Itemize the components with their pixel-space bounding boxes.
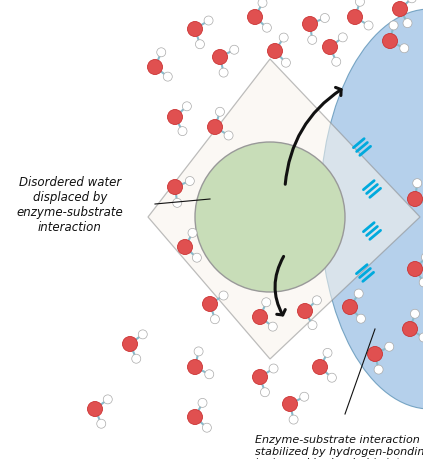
Circle shape <box>419 333 423 342</box>
Circle shape <box>348 11 363 25</box>
Circle shape <box>219 69 228 78</box>
Circle shape <box>168 110 182 125</box>
Circle shape <box>289 415 298 424</box>
Circle shape <box>215 108 225 117</box>
Circle shape <box>173 199 182 208</box>
Circle shape <box>332 58 341 67</box>
Circle shape <box>400 45 409 54</box>
Circle shape <box>267 45 283 59</box>
Circle shape <box>297 304 313 319</box>
Circle shape <box>421 253 423 262</box>
Polygon shape <box>148 60 420 359</box>
Text: Enzyme-substrate interaction
stabilized by hydrogen-bonding,
ionic, and hydropho: Enzyme-substrate interaction stabilized … <box>255 434 423 459</box>
Circle shape <box>403 322 418 337</box>
Circle shape <box>268 322 277 331</box>
Circle shape <box>368 347 382 362</box>
Circle shape <box>364 22 373 31</box>
Circle shape <box>419 278 423 287</box>
Circle shape <box>403 20 412 28</box>
Circle shape <box>138 330 147 339</box>
Circle shape <box>97 420 106 428</box>
Circle shape <box>178 127 187 136</box>
Circle shape <box>407 262 423 277</box>
Circle shape <box>320 15 330 23</box>
Circle shape <box>88 402 102 417</box>
Circle shape <box>195 41 204 50</box>
Circle shape <box>163 73 172 82</box>
Circle shape <box>187 360 203 375</box>
Circle shape <box>192 254 201 263</box>
Circle shape <box>261 388 269 397</box>
Circle shape <box>262 24 272 33</box>
Circle shape <box>355 0 365 7</box>
Circle shape <box>338 34 347 43</box>
Circle shape <box>327 373 336 382</box>
Circle shape <box>302 17 318 33</box>
Circle shape <box>407 0 416 4</box>
Circle shape <box>187 409 203 425</box>
Circle shape <box>198 398 207 408</box>
Circle shape <box>410 310 420 319</box>
Circle shape <box>279 34 288 43</box>
Circle shape <box>203 297 217 312</box>
Circle shape <box>168 180 182 195</box>
Circle shape <box>208 120 222 135</box>
Circle shape <box>308 36 317 45</box>
Circle shape <box>212 50 228 65</box>
Circle shape <box>385 342 394 352</box>
Circle shape <box>219 291 228 300</box>
Circle shape <box>313 360 327 375</box>
Circle shape <box>247 11 263 25</box>
Circle shape <box>322 40 338 56</box>
Circle shape <box>182 102 191 112</box>
Circle shape <box>357 314 365 324</box>
Circle shape <box>253 310 267 325</box>
Circle shape <box>202 423 212 432</box>
Circle shape <box>253 369 267 385</box>
Circle shape <box>148 61 162 75</box>
Circle shape <box>230 46 239 55</box>
Circle shape <box>262 298 271 307</box>
Circle shape <box>354 290 363 298</box>
Circle shape <box>132 354 141 364</box>
Circle shape <box>157 49 166 58</box>
Circle shape <box>313 296 321 305</box>
Circle shape <box>283 397 297 412</box>
Circle shape <box>258 0 267 8</box>
Circle shape <box>323 349 332 358</box>
Circle shape <box>407 192 423 207</box>
Circle shape <box>413 179 422 188</box>
Circle shape <box>194 347 203 356</box>
Circle shape <box>393 2 407 17</box>
Circle shape <box>343 300 357 315</box>
Circle shape <box>195 143 345 292</box>
Circle shape <box>382 34 398 50</box>
Circle shape <box>281 59 291 68</box>
Circle shape <box>187 22 203 38</box>
Circle shape <box>224 132 233 140</box>
Circle shape <box>269 364 278 373</box>
Circle shape <box>178 240 192 255</box>
Circle shape <box>123 337 137 352</box>
Circle shape <box>389 22 398 31</box>
Circle shape <box>211 315 220 324</box>
Ellipse shape <box>320 10 423 409</box>
Circle shape <box>103 395 112 404</box>
Circle shape <box>308 321 317 330</box>
Circle shape <box>374 365 383 374</box>
Circle shape <box>204 17 213 26</box>
Circle shape <box>188 229 197 238</box>
Text: Disordered water
displaced by
enzyme-substrate
interaction: Disordered water displaced by enzyme-sub… <box>16 176 124 234</box>
Circle shape <box>185 177 194 186</box>
Circle shape <box>300 392 309 401</box>
Circle shape <box>205 370 214 379</box>
